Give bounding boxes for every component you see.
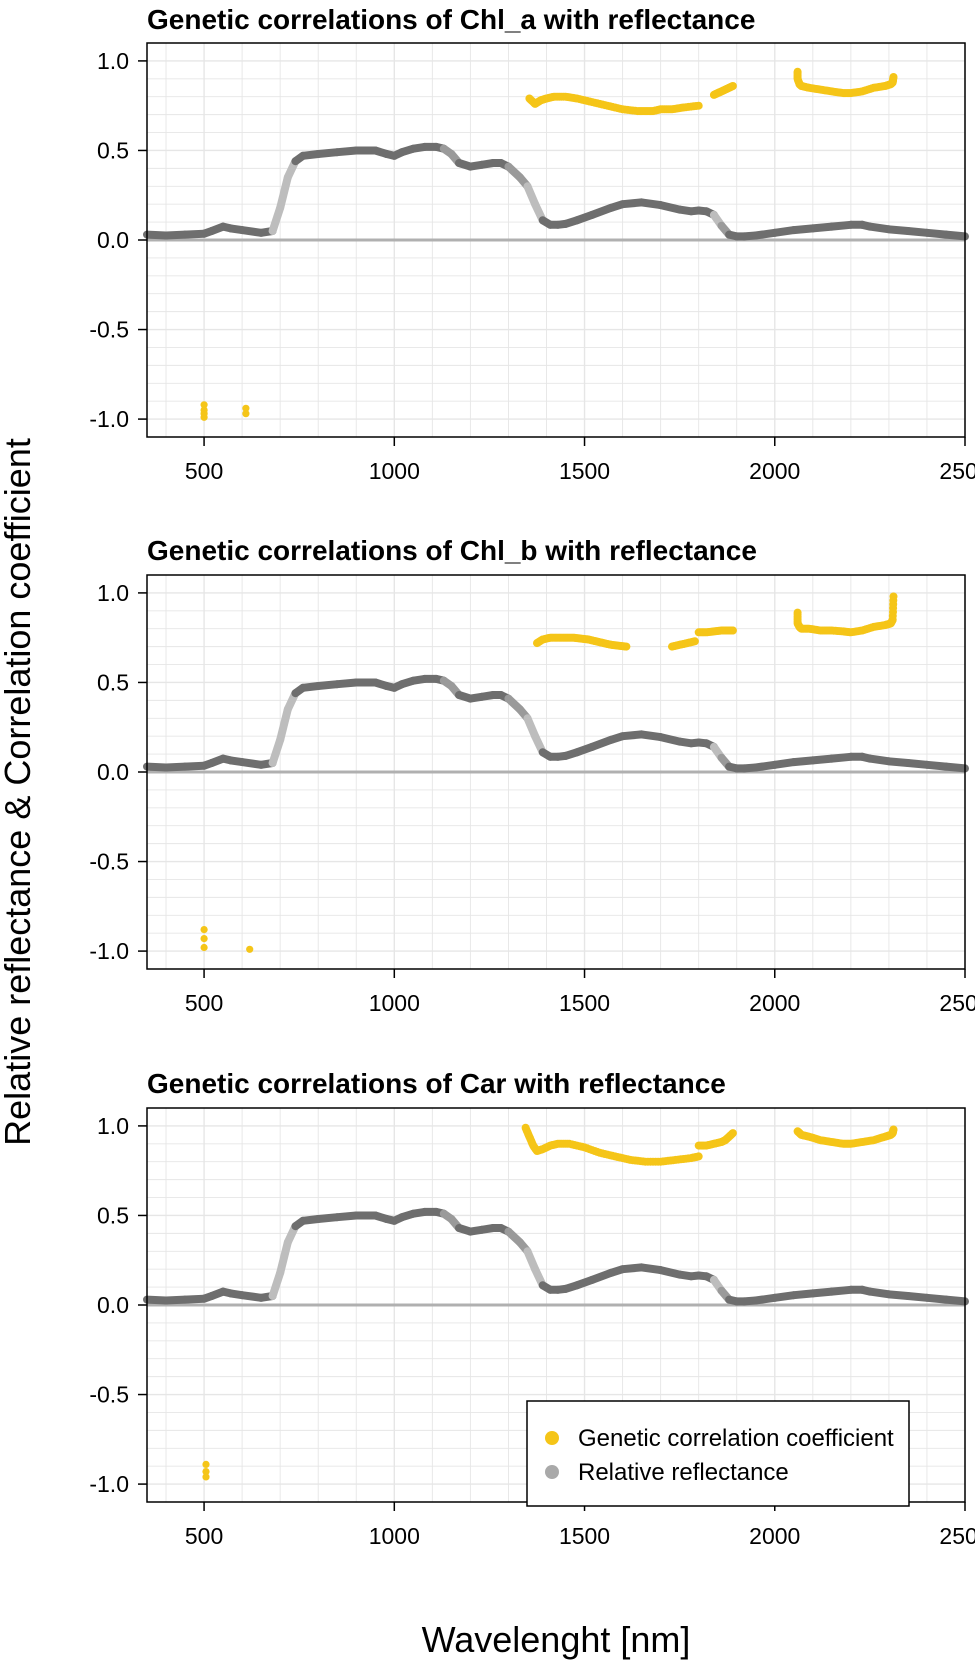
y-tick-label: 1.0: [97, 1113, 129, 1139]
x-tick-label: 1000: [369, 1523, 420, 1549]
correlation-point: [728, 1129, 737, 1138]
x-tick-label: 500: [185, 1523, 223, 1549]
reflectance-segment: [942, 230, 969, 241]
x-tick-label: 2500: [939, 1523, 975, 1549]
correlation-point: [200, 401, 208, 409]
correlation-series: [200, 67, 898, 421]
x-tick-label: 1000: [369, 990, 420, 1016]
legend: Genetic correlation coefficient Relative…: [526, 1400, 910, 1507]
y-tick-label: 1.0: [97, 580, 129, 606]
y-tick-label: 0.0: [97, 1292, 129, 1318]
correlation-point: [242, 410, 250, 418]
correlation-point: [202, 1468, 210, 1476]
correlation-point: [200, 943, 208, 952]
reflectance-series: [143, 142, 969, 241]
y-tick-label: 0.5: [97, 1202, 129, 1228]
legend-marker-correlation: [545, 1431, 559, 1445]
correlation-point: [690, 637, 699, 646]
y-tick-label: -1.0: [89, 1471, 129, 1497]
correlation-point: [694, 101, 703, 110]
legend-marker-reflectance: [545, 1465, 559, 1479]
x-tick-label: 1500: [559, 1523, 610, 1549]
legend-box: [526, 1400, 910, 1507]
correlation-point: [728, 82, 737, 90]
x-tick-label: 1500: [559, 990, 610, 1016]
x-tick-label: 500: [185, 990, 223, 1016]
correlation-point: [622, 642, 631, 651]
y-tick-label: -1.0: [89, 406, 129, 432]
x-tick-label: 2000: [749, 990, 800, 1016]
correlation-point: [889, 592, 898, 601]
correlation-point: [889, 1125, 898, 1134]
plot-area: -1.0 -0.5 0.0 0.5 1.0 500 1000 1500 2000 2500: [89, 574, 975, 1016]
reflectance-segment: [276, 1238, 292, 1277]
legend-label-reflectance: Relative reflectance: [578, 1459, 789, 1486]
y-tick-label: 0.5: [97, 669, 129, 695]
plot-area: -1.0 -0.5 0.0 0.5 1.0 500 1000 1500 2000 2500: [89, 42, 975, 484]
correlation-series: [200, 592, 898, 953]
panel-title: Genetic correlations of Car with reflect…: [147, 1068, 726, 1099]
reflectance-segment: [276, 705, 292, 744]
panel-title: Genetic correlations of Chl_b with refle…: [147, 535, 757, 566]
y-tick-label: -0.5: [89, 849, 129, 875]
x-tick-label: 500: [185, 458, 223, 484]
correlation-point: [242, 404, 250, 412]
legend-label-correlation: Genetic correlation coefficient: [578, 1425, 894, 1452]
y-tick-label: 0.0: [97, 227, 129, 253]
x-tick-label: 2000: [749, 1523, 800, 1549]
correlation-point: [246, 945, 254, 953]
correlation-point: [889, 73, 898, 81]
panel-chl-b: -1.0 -0.5 0.0 0.5 1.0 500 1000 1500 2000 2500 Gene…: [89, 535, 975, 1016]
x-tick-label: 1000: [369, 458, 420, 484]
reflectance-segment: [268, 735, 285, 767]
x-tick-label: 2500: [939, 990, 975, 1016]
reflectance-segment: [942, 1295, 969, 1306]
reflectance-segment: [268, 203, 285, 235]
y-axis-label: Relative reflectance & Correlation coeff…: [0, 438, 38, 1146]
y-tick-label: -0.5: [89, 317, 129, 343]
x-tick-label: 2500: [939, 458, 975, 484]
y-tick-label: 0.0: [97, 759, 129, 785]
y-tick-label: -1.0: [89, 938, 129, 964]
reflectance-segment: [942, 762, 969, 773]
reflectance-series: [143, 1207, 969, 1306]
x-tick-label: 1500: [559, 458, 610, 484]
y-tick-label: -0.5: [89, 1382, 129, 1408]
reflectance-segment: [276, 173, 292, 212]
correlation-point: [728, 626, 737, 635]
x-tick-label: 2000: [749, 458, 800, 484]
correlation-series: [202, 1123, 898, 1481]
correlation-point: [202, 1473, 210, 1481]
panel-chl-a: -1.0 -0.5 0.0 0.5 1.0 500 1000 1500 2000 2500 Gene…: [89, 4, 975, 484]
reflectance-segment: [268, 1268, 285, 1300]
reflectance-series: [143, 674, 969, 773]
y-tick-label: 1.0: [97, 48, 129, 74]
panel-title: Genetic correlations of Chl_a with refle…: [147, 4, 755, 35]
x-axis-label: Wavelenght [nm]: [422, 1619, 691, 1660]
correlation-point: [694, 1152, 703, 1161]
correlation-point: [202, 1460, 210, 1468]
y-tick-label: 0.5: [97, 137, 129, 163]
correlation-point: [200, 413, 208, 421]
correlation-point: [200, 926, 208, 934]
correlation-point: [200, 935, 208, 943]
